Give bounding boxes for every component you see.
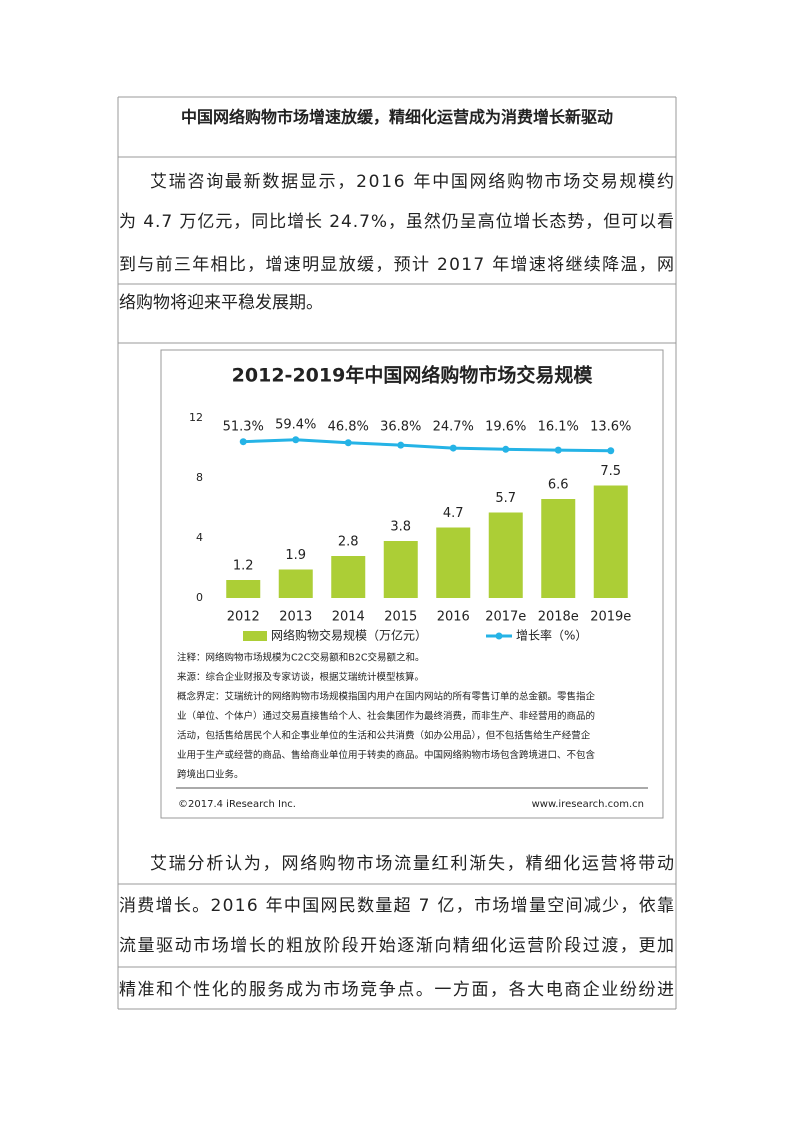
y-tick-label: 12 <box>189 411 203 424</box>
growth-point <box>239 438 247 446</box>
bar-value-label: 7.5 <box>600 464 621 479</box>
bar <box>436 527 471 598</box>
bar-value-label: 4.7 <box>443 506 464 521</box>
note-line: 跨境出口业务。 <box>177 769 244 781</box>
x-tick-label: 2015 <box>384 610 417 625</box>
x-tick-label: 2016 <box>437 610 470 625</box>
x-tick-label: 2017e <box>485 610 526 625</box>
growth-point <box>607 447 615 455</box>
legend-swatch <box>495 632 503 640</box>
legend-swatch <box>243 631 267 641</box>
bar-value-label: 6.6 <box>548 478 569 493</box>
growth-value-label: 16.1% <box>538 420 579 435</box>
bar <box>226 580 261 598</box>
growth-value-label: 13.6% <box>590 420 631 435</box>
x-tick-label: 2013 <box>279 610 312 625</box>
growth-point <box>292 436 300 444</box>
table-borders <box>117 96 677 1010</box>
heading: 中国网络购物市场增速放缓，精细化运营成为消费增长新驱动 <box>181 108 613 127</box>
growth-point <box>502 445 510 453</box>
bar <box>383 541 418 598</box>
paragraph-line: 络购物将迎来平稳发展期。 <box>119 293 323 313</box>
x-tick-label: 2012 <box>227 610 260 625</box>
note-line: 活动，包括售给居民个人和企事业单位的生活和公共消费（如办公用品），但不包括售给生… <box>177 730 591 742</box>
x-tick-label: 2014 <box>332 610 365 625</box>
paragraph-line: 到与前三年相比，增速明显放缓，预计 2017 年增速将继续降温，网 <box>119 255 674 275</box>
legend-label: 增长率（%） <box>516 628 587 643</box>
note-line: 概念界定：艾瑞统计的网络购物市场规模指国内用户在国内网站的所有零售订单的总金额。… <box>177 691 596 703</box>
growth-line <box>243 438 611 453</box>
y-tick-label: 0 <box>196 591 203 604</box>
growth-value-label: 24.7% <box>433 420 474 435</box>
growth-value-label: 51.3% <box>223 420 264 435</box>
chart-title: 2012-2019年中国网络购物市场交易规模 <box>232 364 594 387</box>
bar <box>331 556 366 598</box>
bar-value-label: 1.2 <box>233 559 254 574</box>
note-line: 业（单位、个体户）通过交易直接售给个人、社会集团作为最终消费，而非生产、非经营用… <box>177 710 595 722</box>
website: www.iresearch.com.cn <box>532 799 644 810</box>
bar <box>278 569 313 598</box>
paragraph-line: 精准和个性化的服务成为市场竞争点。一方面，各大电商企业纷纷进 <box>119 980 674 1000</box>
growth-point <box>344 439 352 447</box>
bar <box>488 512 523 598</box>
growth-value-label: 36.8% <box>380 420 421 435</box>
paragraph-line: 为 4.7 万亿元，同比增长 24.7%，虽然仍呈高位增长态势，但可以看 <box>119 212 674 232</box>
growth-value-label: 59.4% <box>275 418 316 433</box>
bar-value-label: 5.7 <box>495 491 516 506</box>
y-tick-label: 8 <box>196 471 203 484</box>
bar <box>593 485 628 598</box>
copyright: ©2017.4 iResearch Inc. <box>178 799 296 810</box>
growth-point <box>397 441 405 449</box>
note-line: 业用于生产或经营的商品、售给商业单位用于转卖的商品。中国网络购物市场包含跨境进口… <box>177 749 596 761</box>
y-tick-label: 4 <box>196 531 203 544</box>
x-tick-label: 2018e <box>538 610 579 625</box>
legend-label: 网络购物交易规模（万亿元） <box>271 628 427 643</box>
bar-value-label: 2.8 <box>338 535 359 550</box>
bar-value-label: 1.9 <box>285 548 306 563</box>
growth-point <box>554 446 562 454</box>
x-tick-label: 2019e <box>590 610 631 625</box>
note-line: 注释：网络购物市场规模为C2C交易额和B2C交易额之和。 <box>177 652 425 664</box>
paragraph-line: 艾瑞分析认为，网络购物市场流量红利渐失，精细化运营将带动 <box>150 854 674 874</box>
bar-value-label: 3.8 <box>390 520 411 535</box>
paragraph-line: 流量驱动市场增长的粗放阶段开始逐渐向精细化运营阶段过渡，更加 <box>119 936 674 956</box>
growth-value-label: 46.8% <box>328 420 369 435</box>
bar <box>541 499 576 598</box>
growth-value-label: 19.6% <box>485 420 526 435</box>
growth-point <box>449 444 457 452</box>
paragraph-line: 艾瑞咨询最新数据显示，2016 年中国网络购物市场交易规模约 <box>150 172 674 192</box>
note-line: 来源：综合企业财报及专家访谈，根据艾瑞统计模型核算。 <box>177 671 424 683</box>
paragraph-line: 消费增长。2016 年中国网民数量超 7 亿，市场增量空间减少，依靠 <box>119 896 674 916</box>
